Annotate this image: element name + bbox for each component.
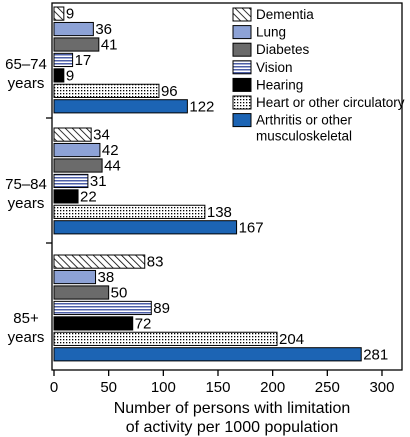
bar-arthritis-or-other-musculoskeletal <box>53 220 238 235</box>
bar-dementia <box>53 127 92 142</box>
category-label: 85+ <box>13 310 39 327</box>
category-label: 75–84 <box>5 176 47 193</box>
data-label: 42 <box>102 142 119 159</box>
data-label: 83 <box>147 254 164 271</box>
x-tick-label: 200 <box>260 379 285 396</box>
x-tick-label: 100 <box>151 379 176 396</box>
data-label: 9 <box>66 68 74 85</box>
bar-hearing <box>53 189 79 204</box>
plot-frame <box>51 2 403 371</box>
legend-label: Vision <box>256 60 293 75</box>
legend-swatch <box>232 42 252 57</box>
bar-vision <box>53 173 89 189</box>
bar-diabetes <box>53 285 110 300</box>
axes: 0 50 100 150 200 250 300 Number of persons with… <box>46 2 403 436</box>
x-axis-title: Number of persons with limitation <box>114 400 351 417</box>
bar-arthritis-or-other-musculoskeletal <box>53 347 362 362</box>
category-label: years <box>8 329 45 346</box>
data-label: 17 <box>75 52 92 69</box>
bar-diabetes <box>53 37 100 52</box>
x-tick-label: 150 <box>205 379 230 396</box>
legend-swatch <box>232 25 252 40</box>
data-label: 167 <box>239 219 264 236</box>
x-tick-label: 300 <box>369 379 394 396</box>
data-label: 36 <box>95 21 112 38</box>
bar-dementia <box>53 6 65 21</box>
legend-label: Heart or other circulatory <box>256 95 405 110</box>
bar-lung <box>53 269 97 285</box>
legend-label: Hearing <box>256 77 303 92</box>
legend-swatch <box>232 7 252 22</box>
data-label: 22 <box>80 189 97 206</box>
bar-lung <box>53 21 94 37</box>
legend-swatch <box>232 77 252 92</box>
data-label: 50 <box>111 285 128 302</box>
bar-diabetes <box>53 158 103 173</box>
category-label: years <box>8 195 45 212</box>
x-tick-label: 250 <box>315 379 340 396</box>
data-label: 38 <box>98 269 115 286</box>
legend-label: Lung <box>256 25 286 40</box>
bar-lung <box>53 142 101 158</box>
bar-hearing <box>53 316 134 331</box>
data-label: 122 <box>189 98 214 115</box>
x-tick-label: 0 <box>50 379 58 396</box>
legend-swatch <box>232 95 252 110</box>
data-label: 72 <box>135 316 152 333</box>
data-label: 204 <box>279 331 304 348</box>
legend-swatch <box>232 60 252 75</box>
legend-label: Dementia <box>256 7 314 22</box>
data-label: 96 <box>161 83 178 100</box>
bar-heart-or-other-circulatory <box>53 83 160 98</box>
x-tick-label: 50 <box>100 379 117 396</box>
category-label: years <box>8 75 45 92</box>
data-label: 31 <box>90 173 107 190</box>
legend-swatch <box>232 113 252 128</box>
legend-label: Diabetes <box>256 42 310 57</box>
bar-dementia <box>53 254 146 269</box>
bar-heart-or-other-circulatory <box>53 204 206 219</box>
data-label: 138 <box>207 204 232 221</box>
bar-heart-or-other-circulatory <box>53 331 278 346</box>
data-label: 34 <box>93 127 110 144</box>
labels: 65–74 years 75–84 years 85+ years <box>5 56 47 346</box>
bar-hearing <box>53 68 65 83</box>
legend-label: musculoskeletal <box>256 129 352 144</box>
legend: Dementia Lung Diabetes Vision Hearing Heart o… <box>232 7 405 144</box>
data-label: 89 <box>153 300 170 317</box>
bar-arthritis-or-other-musculoskeletal <box>53 99 188 114</box>
bar-vision <box>53 300 152 316</box>
legend-label: Arthritis or other <box>256 113 353 128</box>
data-label: 41 <box>101 37 118 54</box>
bar-vision <box>53 52 74 68</box>
data-label: 9 <box>66 6 74 23</box>
x-axis-title: of activity per 1000 population <box>126 419 339 436</box>
data-label: 44 <box>104 158 121 175</box>
bars: 9 34 83 36 42 38 41 44 50 17 31 89 9 22 72 96 138 204 122 1… <box>53 6 388 363</box>
data-label: 281 <box>363 346 388 363</box>
category-label: 65–74 <box>5 56 47 73</box>
